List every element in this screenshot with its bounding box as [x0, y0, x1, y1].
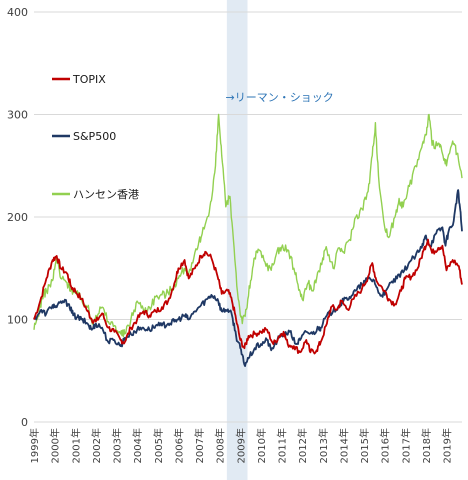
x-tick-label: 1999年	[28, 428, 41, 463]
x-tick-label: 2005年	[152, 428, 165, 463]
x-tick-label: 2011年	[276, 428, 289, 463]
y-tick-label: 100	[7, 314, 28, 327]
y-tick-label: 200	[7, 211, 28, 224]
legend: TOPIX S&P500 ハンセン香港	[52, 73, 139, 201]
series-lines	[33, 113, 463, 368]
x-tick-label: 2006年	[172, 428, 185, 463]
recession-highlight-layer	[226, 0, 248, 480]
x-tick-label: 2009年	[234, 428, 247, 463]
y-tick-label: 300	[7, 109, 28, 122]
x-tick-label: 2019年	[441, 428, 454, 463]
x-tick-label: 2004年	[131, 428, 144, 463]
x-tick-label: 2008年	[214, 428, 227, 463]
x-tick-label: 2013年	[317, 428, 330, 463]
legend-item-hangseng: ハンセン香港	[52, 188, 139, 201]
x-tick-label: 2002年	[90, 428, 103, 463]
x-tick-label: 2012年	[296, 428, 309, 463]
x-tick-label: 2010年	[255, 428, 268, 463]
x-axis-ticks: 1999年 2000年 2001年 2002年 2003年 2004年 2005年 2006年…	[28, 428, 454, 463]
series-line-topix	[33, 238, 463, 355]
y-tick-label: 400	[7, 6, 28, 19]
x-tick-label: 2001年	[69, 428, 82, 463]
x-tick-label: 2003年	[111, 428, 124, 463]
x-tick-label: 2016年	[379, 428, 392, 463]
legend-item-topix: TOPIX	[52, 73, 106, 86]
x-tick-label: 2018年	[420, 428, 433, 463]
series-line-hangseng	[33, 113, 463, 338]
legend-item-sp500: S&P500	[52, 130, 116, 143]
lehman-shock-annotation: →リーマン・ショック	[226, 91, 334, 104]
legend-label-hangseng: ハンセン香港	[73, 188, 139, 201]
x-tick-label: 2015年	[358, 428, 371, 463]
y-axis-ticks: 0 100 200 300 400	[7, 6, 28, 429]
x-tick-label: 2014年	[337, 428, 350, 463]
recession-highlight-band	[226, 0, 248, 480]
legend-label-topix: TOPIX	[72, 73, 106, 86]
y-tick-label: 0	[21, 416, 28, 429]
x-tick-label: 2017年	[399, 428, 412, 463]
series-line-sp500	[33, 189, 463, 368]
x-tick-label: 2007年	[193, 428, 206, 463]
x-tick-label: 2000年	[49, 428, 62, 463]
legend-label-sp500: S&P500	[73, 130, 116, 143]
